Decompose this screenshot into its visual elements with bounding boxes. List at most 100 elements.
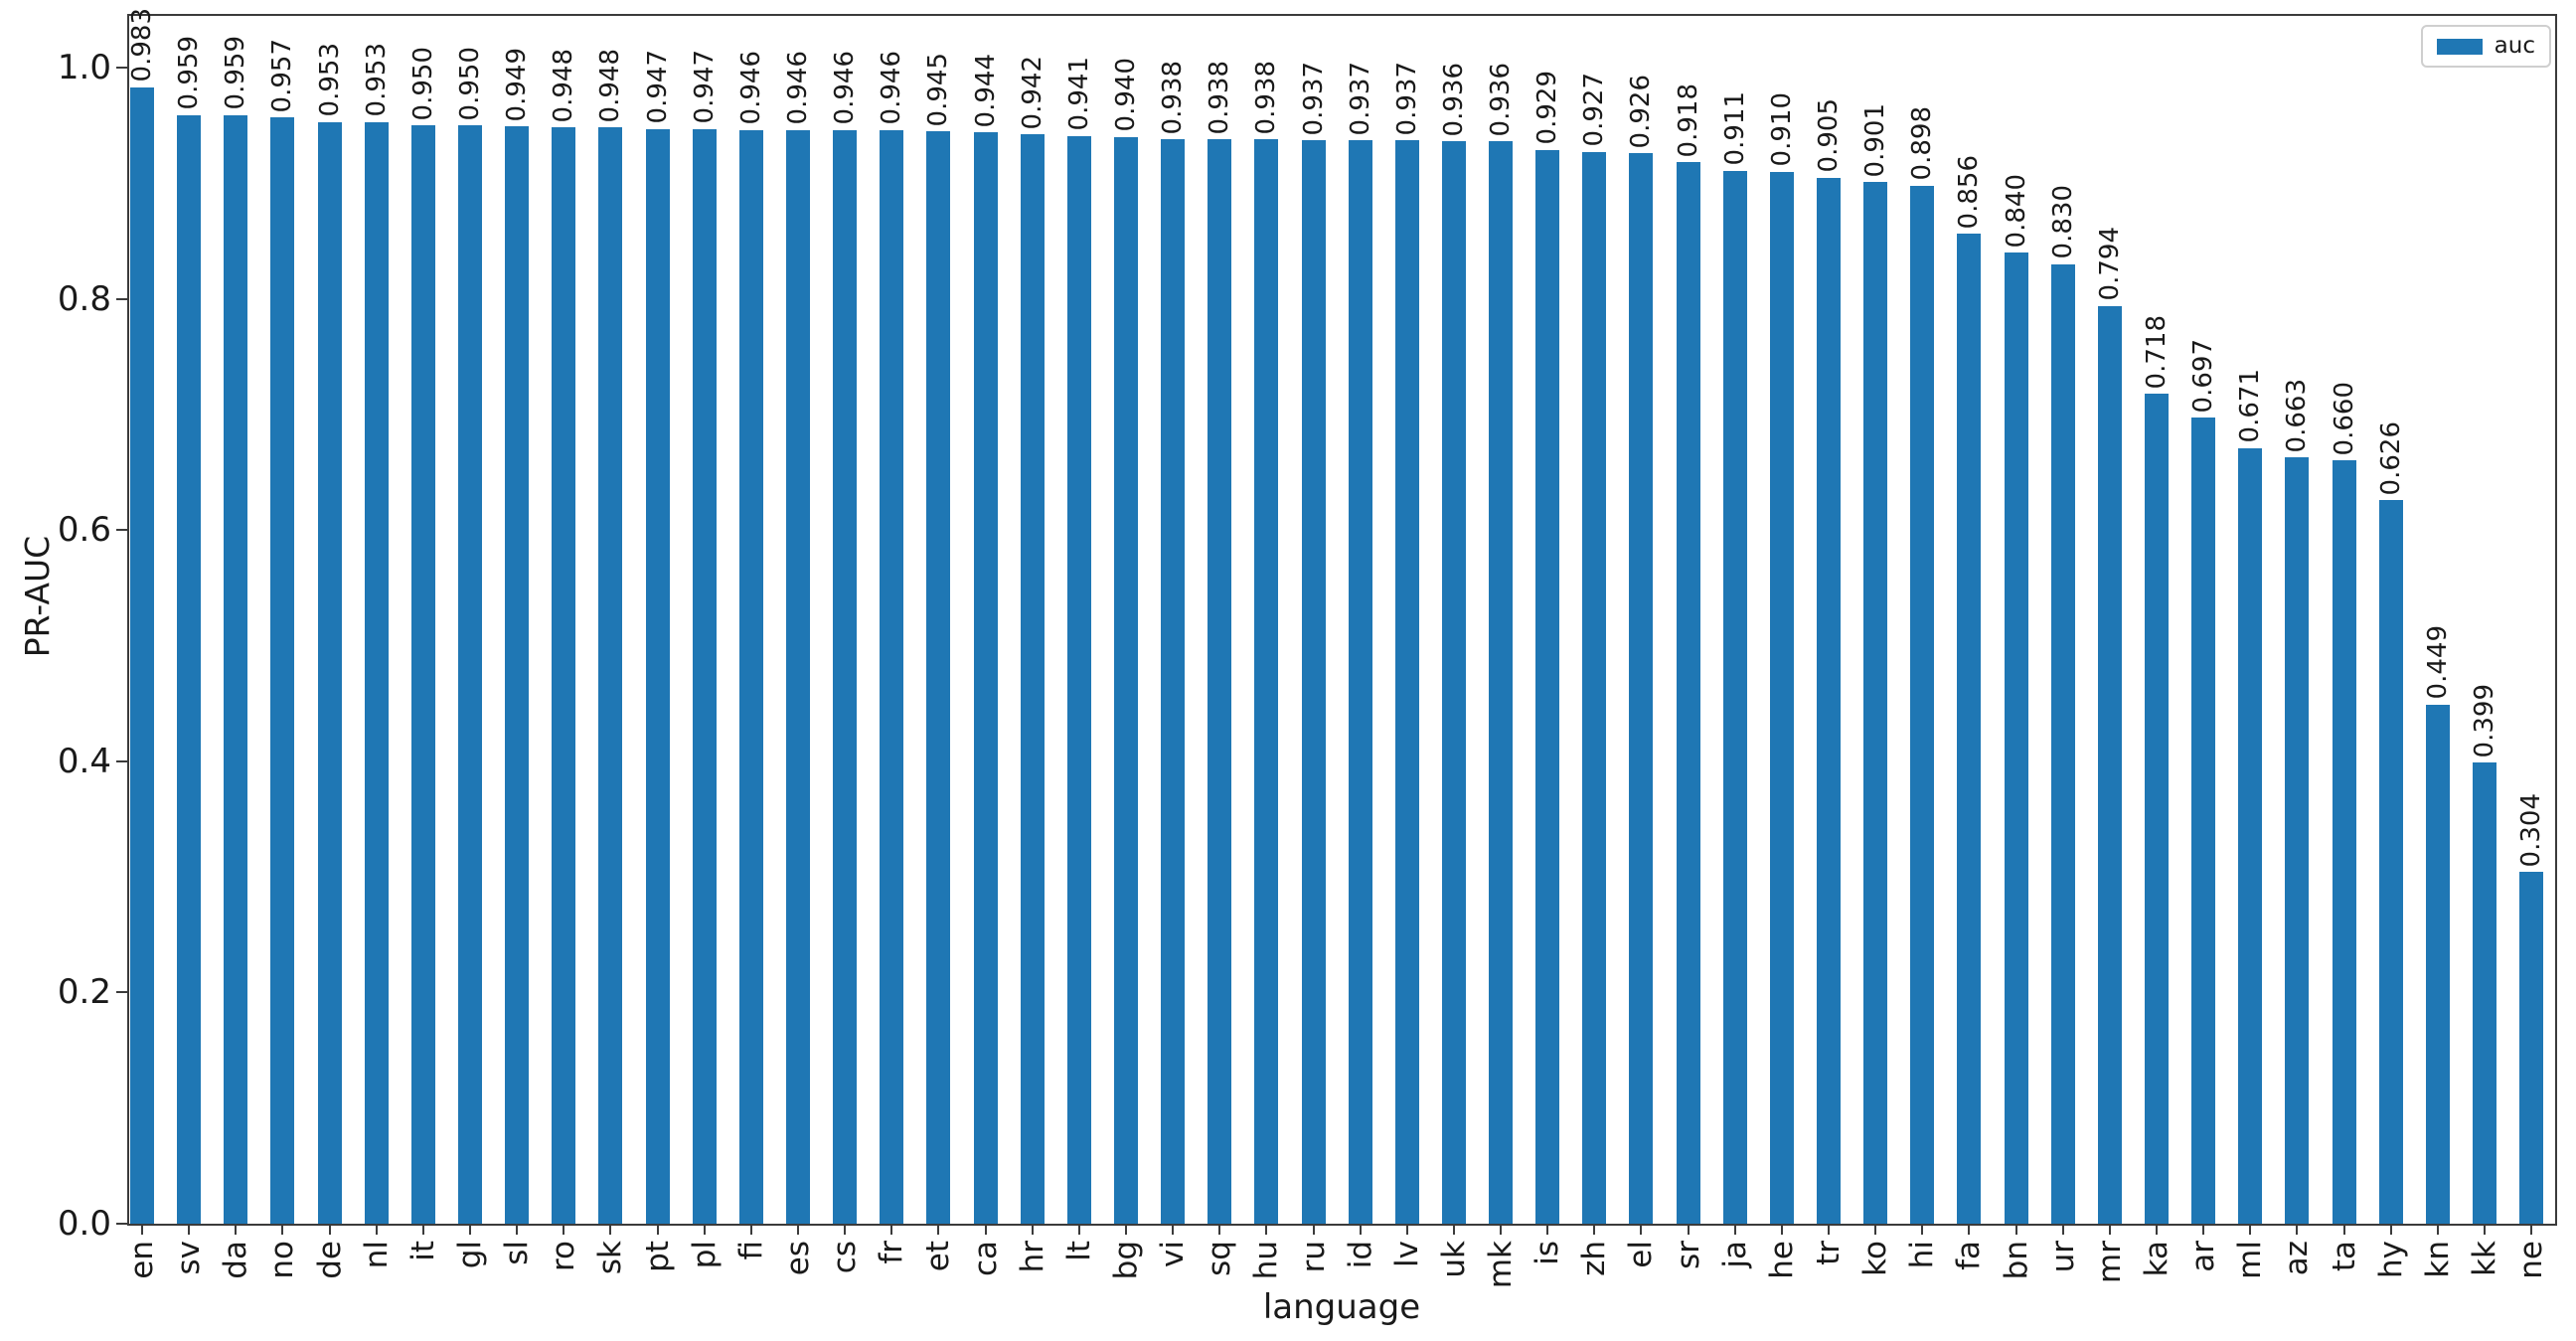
x-tick-mk xyxy=(1500,1224,1503,1235)
value-label-zh: 0.927 xyxy=(1579,73,1610,147)
x-tick-bn xyxy=(2014,1224,2017,1235)
x-tick-hu xyxy=(1265,1224,1268,1235)
x-tick-nl xyxy=(375,1224,378,1235)
x-tick-label-id: id xyxy=(1342,1241,1378,1269)
value-label-gl: 0.950 xyxy=(454,46,485,121)
x-tick-ka xyxy=(2156,1224,2159,1235)
bar-it xyxy=(410,125,435,1224)
x-tick-kn xyxy=(2436,1224,2439,1235)
x-tick-label-da: da xyxy=(218,1241,254,1279)
x-tick-label-el: el xyxy=(1623,1241,1660,1268)
x-tick-label-hy: hy xyxy=(2372,1241,2409,1278)
bar-vi xyxy=(1161,139,1186,1224)
value-label-is: 0.929 xyxy=(1532,71,1563,145)
bar-lt xyxy=(1066,135,1091,1224)
x-tick-de xyxy=(328,1224,331,1235)
x-tick-es xyxy=(796,1224,799,1235)
plot-area: 0.983 0.959 0.959 0.957 0.953 0.953 0.950 0.950… xyxy=(127,8,2557,1226)
value-label-lv: 0.937 xyxy=(1391,61,1422,136)
bar-en xyxy=(130,86,154,1224)
x-tick-sq xyxy=(1218,1224,1221,1235)
x-tick-label-is: is xyxy=(1530,1241,1566,1265)
bar-kn xyxy=(2425,704,2450,1224)
bar-de xyxy=(317,121,342,1224)
legend-label-auc: auc xyxy=(2494,33,2535,59)
y-tick-0.8 xyxy=(116,297,127,300)
x-tick-label-no: no xyxy=(264,1241,301,1279)
bar-nl xyxy=(364,121,389,1224)
x-tick-label-ur: ur xyxy=(2044,1241,2081,1273)
x-tick-ca xyxy=(984,1224,987,1235)
x-tick-ar xyxy=(2202,1224,2205,1235)
value-label-tr: 0.905 xyxy=(1814,98,1845,173)
bar-sk xyxy=(598,127,623,1224)
x-tick-pl xyxy=(703,1224,706,1235)
x-tick-el xyxy=(1640,1224,1643,1235)
x-tick-label-es: es xyxy=(779,1241,816,1276)
x-tick-label-lv: lv xyxy=(1388,1241,1425,1267)
x-tick-label-fa: fa xyxy=(1951,1241,1988,1270)
x-tick-id xyxy=(1359,1224,1362,1235)
bar-cs xyxy=(833,129,858,1224)
x-tick-uk xyxy=(1452,1224,1455,1235)
x-tick-fi xyxy=(749,1224,752,1235)
x-tick-pt xyxy=(656,1224,659,1235)
x-tick-ur xyxy=(2061,1224,2064,1235)
bar-hr xyxy=(1020,134,1045,1224)
x-tick-label-ca: ca xyxy=(967,1241,1004,1277)
value-label-ne: 0.304 xyxy=(2516,793,2547,868)
x-tick-fa xyxy=(1968,1224,1971,1235)
x-tick-cs xyxy=(844,1224,847,1235)
value-label-mk: 0.936 xyxy=(1486,63,1517,137)
value-label-ar: 0.697 xyxy=(2188,338,2219,414)
x-tick-label-bn: bn xyxy=(1998,1241,2034,1280)
x-tick-mr xyxy=(2108,1224,2111,1235)
bar-fa xyxy=(1957,234,1982,1224)
bar-he xyxy=(1769,171,1794,1224)
y-tick-label-1.0: 1.0 xyxy=(57,48,111,87)
value-label-sl: 0.949 xyxy=(502,47,533,122)
x-tick-hi xyxy=(1921,1224,1924,1235)
x-tick-label-vi: vi xyxy=(1155,1241,1192,1267)
bar-sr xyxy=(1676,162,1700,1224)
value-label-lt: 0.941 xyxy=(1063,57,1094,131)
y-tick-label-0.0: 0.0 xyxy=(57,1204,111,1244)
value-label-sk: 0.948 xyxy=(595,49,626,123)
value-label-id: 0.937 xyxy=(1345,61,1375,136)
x-tick-sr xyxy=(1687,1224,1690,1235)
x-tick-label-pt: pt xyxy=(639,1241,676,1272)
legend-swatch-auc xyxy=(2436,38,2483,55)
value-label-de: 0.953 xyxy=(314,43,345,117)
x-tick-label-sq: sq xyxy=(1202,1241,1238,1276)
bar-sl xyxy=(505,126,530,1224)
x-tick-label-en: en xyxy=(124,1241,160,1279)
x-tick-label-uk: uk xyxy=(1435,1241,1472,1278)
value-label-ka: 0.718 xyxy=(2142,314,2173,389)
x-tick-label-ro: ro xyxy=(546,1241,582,1272)
value-label-mr: 0.794 xyxy=(2094,227,2125,301)
y-tick-0.4 xyxy=(116,759,127,762)
x-tick-tr xyxy=(1828,1224,1831,1235)
bar-lv xyxy=(1394,140,1419,1224)
bar-ca xyxy=(973,132,998,1224)
bar-fr xyxy=(880,129,904,1224)
value-label-fa: 0.856 xyxy=(1954,155,1985,230)
x-tick-ro xyxy=(563,1224,565,1235)
value-label-ca: 0.944 xyxy=(970,53,1001,128)
bar-ko xyxy=(1863,182,1888,1224)
x-tick-label-ar: ar xyxy=(2185,1241,2222,1272)
value-label-kn: 0.449 xyxy=(2422,625,2453,700)
bar-mr xyxy=(2097,305,2122,1224)
bar-ja xyxy=(1722,170,1747,1224)
x-tick-ml xyxy=(2249,1224,2252,1235)
bar-ne xyxy=(2519,872,2544,1224)
value-label-no: 0.957 xyxy=(267,38,298,113)
bar-fi xyxy=(738,129,763,1224)
x-tick-label-tr: tr xyxy=(1811,1241,1848,1265)
value-label-da: 0.959 xyxy=(221,36,251,110)
x-tick-gl xyxy=(468,1224,471,1235)
x-tick-label-ru: ru xyxy=(1295,1241,1332,1273)
x-tick-label-kk: kk xyxy=(2467,1241,2502,1276)
x-tick-label-nl: nl xyxy=(358,1241,395,1269)
